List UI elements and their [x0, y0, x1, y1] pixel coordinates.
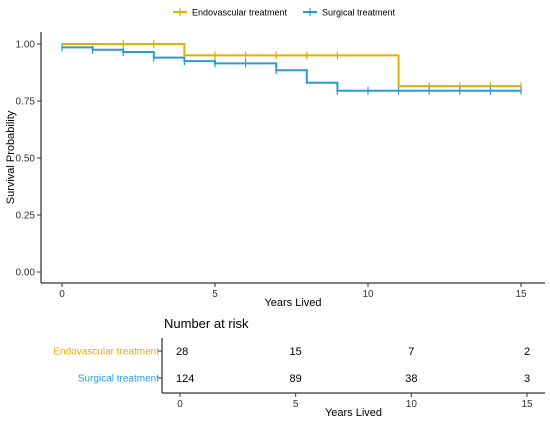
x-tick-label: 5 [212, 289, 218, 300]
risk-count-cell: 15 [290, 346, 302, 358]
y-axis-title: Survival Probability [5, 110, 17, 204]
y-tick-label: 0.75 [16, 97, 36, 108]
y-tick-label: 1.00 [16, 40, 36, 51]
risk-count-cell: 28 [176, 346, 188, 358]
risk-count-cell: 2 [524, 346, 530, 358]
risk-count-cell: 38 [405, 373, 417, 385]
risk-x-tick-label: 5 [293, 399, 299, 410]
risk-count-cell: 89 [290, 373, 302, 385]
x-tick-label: 15 [515, 289, 527, 300]
y-tick-label: 0.50 [16, 154, 36, 165]
risk-count-cell: 3 [524, 373, 530, 385]
x-axis-title: Years Lived [264, 297, 321, 309]
y-tick-label: 0.25 [16, 211, 36, 222]
risk-row-label-surgical-treatment: Surgical treatment [78, 374, 159, 385]
legend-label: Endovascular treatment [192, 8, 288, 18]
number-at-risk-table: Number at risk Endovascular treatment 28 15… [53, 316, 545, 419]
risk-x-tick-label: 10 [406, 399, 418, 410]
series-line-endovascular-treatment [62, 43, 521, 88]
series-line-surgical-treatment [62, 46, 521, 92]
legend-label: Surgical treatment [322, 8, 396, 18]
survival-plot: 0.00 0.25 0.50 0.75 1.00 0 5 10 15 Years Lived Sur… [5, 32, 545, 309]
risk-count-cell: 7 [408, 346, 414, 358]
risk-table-x-axis-title: Years Lived [325, 407, 382, 419]
legend: Endovascular treatment Surgical treatment [173, 8, 396, 18]
x-tick-label: 0 [59, 289, 65, 300]
x-tick-label: 10 [362, 289, 374, 300]
risk-x-tick-label: 0 [177, 399, 183, 410]
y-tick-label: 0.00 [16, 268, 36, 279]
legend-item-endovascular-treatment: Endovascular treatment [173, 8, 288, 18]
risk-count-cell: 124 [176, 373, 194, 385]
risk-row-label-endovascular-treatment: Endovascular treatment [53, 347, 159, 358]
risk-x-tick-label: 15 [521, 399, 533, 410]
risk-table-title: Number at risk [164, 316, 249, 331]
legend-item-surgical-treatment: Surgical treatment [303, 8, 396, 18]
